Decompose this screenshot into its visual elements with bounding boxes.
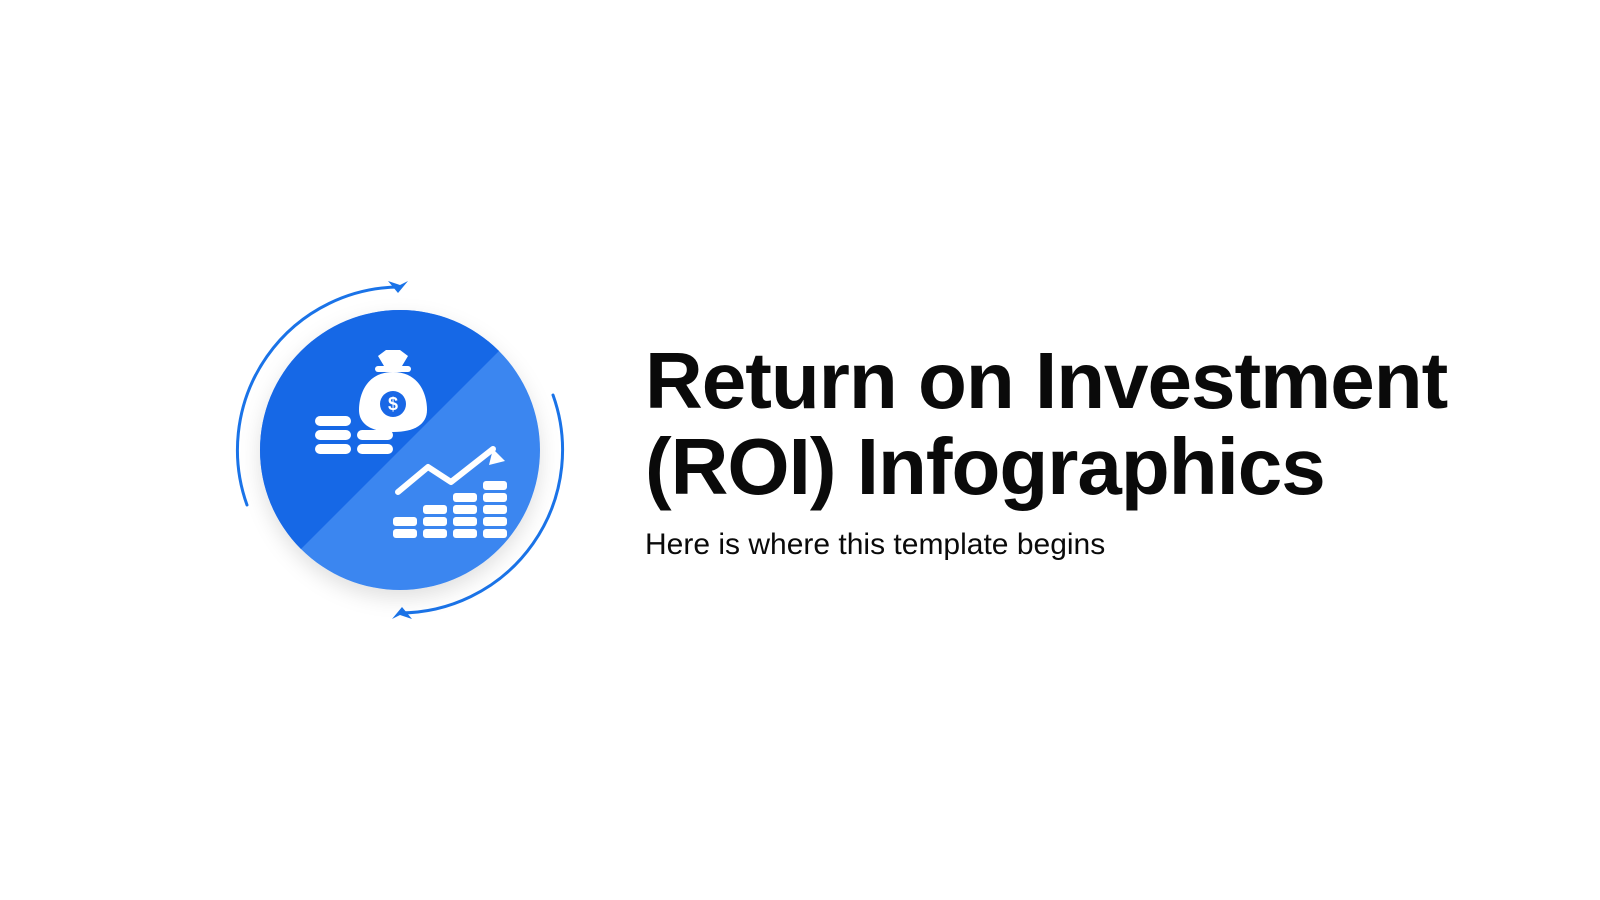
slide-subtitle: Here is where this template begins <box>645 528 1600 562</box>
text-block: Return on Investment (ROI) Infographics … <box>645 338 1600 563</box>
slide-content: $ <box>225 275 1600 625</box>
slide-title: Return on Investment (ROI) Infographics <box>645 338 1600 511</box>
svg-text:$: $ <box>388 394 398 414</box>
roi-icon-badge: $ <box>225 275 575 625</box>
roi-icon: $ <box>225 275 575 625</box>
